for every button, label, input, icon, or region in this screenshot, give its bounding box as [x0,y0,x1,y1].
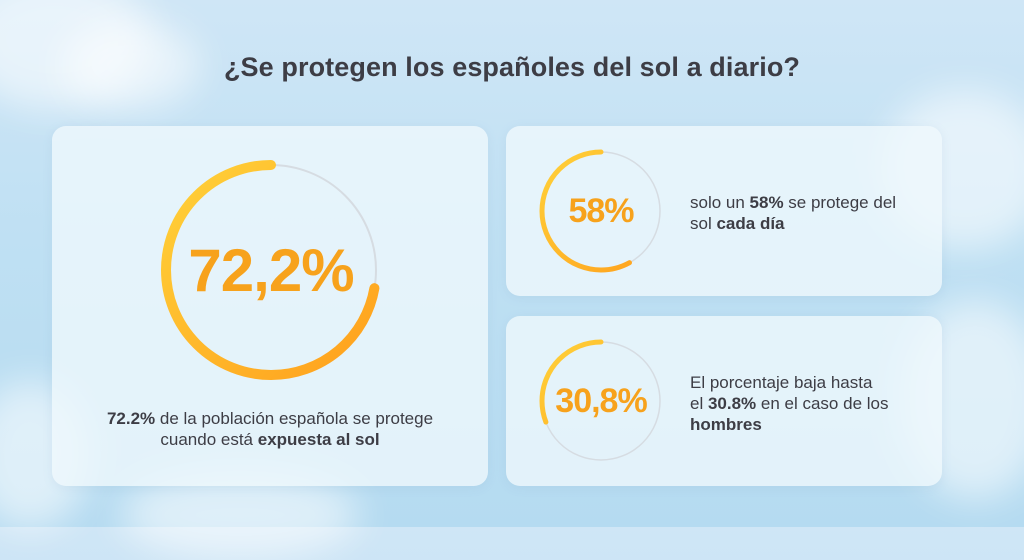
desc-text: en el caso de los [756,394,889,413]
stat-card-general: 72,2% 72.2% de la población española se … [52,126,488,486]
donut-arc-72 [161,160,381,380]
donut-ring-men: 30,8% [538,338,664,464]
desc-emphasis: 72.2% [106,409,156,428]
stat-card-daily: 58% solo un 58% se protege del sol cada … [506,126,942,296]
description-daily: solo un 58% se protege del sol cada día [690,192,920,234]
desc-emphasis: 58% [749,193,784,212]
desc-text: El porcentaje baja hasta el [690,373,873,413]
desc-text: se protege del sol [690,193,897,233]
donut-svg-daily [539,149,663,273]
percent-label-daily: 58% [568,191,634,230]
stat-card-men: 30,8% El porcentaje baja hasta el 30.8% … [506,316,942,486]
donut-arc-58 [539,149,663,273]
cloud-decoration [60,20,200,110]
description-men: El porcentaje baja hasta el 30.8% en el … [690,372,890,435]
desc-emphasis: hombres [690,415,762,434]
percent-label-men: 30,8% [555,381,647,420]
donut-svg-men [539,339,663,463]
page-title: ¿Se protegen los españoles del sol a dia… [223,52,801,82]
donut-arc-30 [539,339,663,463]
percent-label-general: 72,2% [188,236,354,304]
donut-ring-general: 72,2% [160,159,382,381]
desc-emphasis: expuesta al sol [257,430,380,449]
desc-emphasis: 30.8% [707,394,757,413]
desc-text: de la población española se protege cuan… [155,409,434,449]
donut-svg-general [161,160,381,380]
desc-emphasis: cada día [716,214,785,233]
description-general: 72.2% de la población española se proteg… [80,408,460,450]
donut-ring-daily: 58% [538,148,664,274]
desc-text: solo un [690,193,750,212]
